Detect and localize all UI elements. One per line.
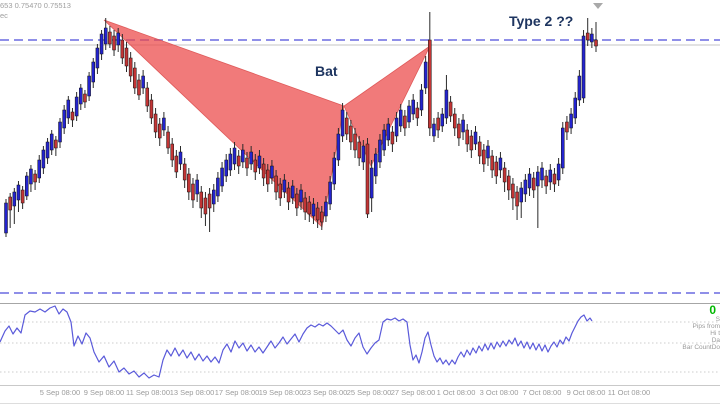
- x-axis-label: 1 Oct 08:00: [436, 388, 476, 397]
- price-readout: 653 0.75470 0.75513: [0, 1, 71, 10]
- chart-shift-marker-icon[interactable]: [593, 3, 603, 9]
- info-line: S: [715, 316, 720, 323]
- indicator-current-value: 0: [709, 303, 716, 317]
- info-line: Da: [711, 337, 720, 344]
- info-line: Pips from: [692, 323, 720, 330]
- x-axis-label: 11 Oct 08:00: [607, 388, 651, 397]
- x-axis-label: 9 Oct 08:00: [566, 388, 606, 397]
- x-axis-label: 19 Sep 08:00: [258, 388, 304, 397]
- indicator-info-block: S Pips from Hi t Da Bar CountDo: [682, 316, 720, 351]
- type2-annotation-label[interactable]: Type 2 ??: [509, 13, 574, 29]
- x-axis-label: 3 Oct 08:00: [479, 388, 519, 397]
- x-axis-label: 9 Sep 08:00: [83, 388, 125, 397]
- x-axis-label: 11 Sep 08:00: [125, 388, 171, 397]
- indicator-name-fragment: ec: [0, 11, 8, 20]
- x-axis-label: 17 Sep 08:00: [214, 388, 260, 397]
- x-axis-label: 25 Sep 08:00: [346, 388, 392, 397]
- time-axis[interactable]: 5 Sep 08:00 9 Sep 08:00 11 Sep 08:00 13 Sep…: [0, 388, 720, 400]
- bat-pattern-label[interactable]: Bat: [315, 63, 338, 79]
- x-axis-label: 7 Oct 08:00: [522, 388, 562, 397]
- x-axis-label: 27 Sep 08:00: [390, 388, 436, 397]
- info-line: Hi t: [710, 330, 720, 337]
- info-line: Bar CountDo: [682, 344, 720, 351]
- x-axis-label: 5 Sep 08:00: [39, 388, 81, 397]
- x-axis-label: 23 Sep 08:00: [302, 388, 348, 397]
- x-axis-label: 13 Sep 08:00: [169, 388, 215, 397]
